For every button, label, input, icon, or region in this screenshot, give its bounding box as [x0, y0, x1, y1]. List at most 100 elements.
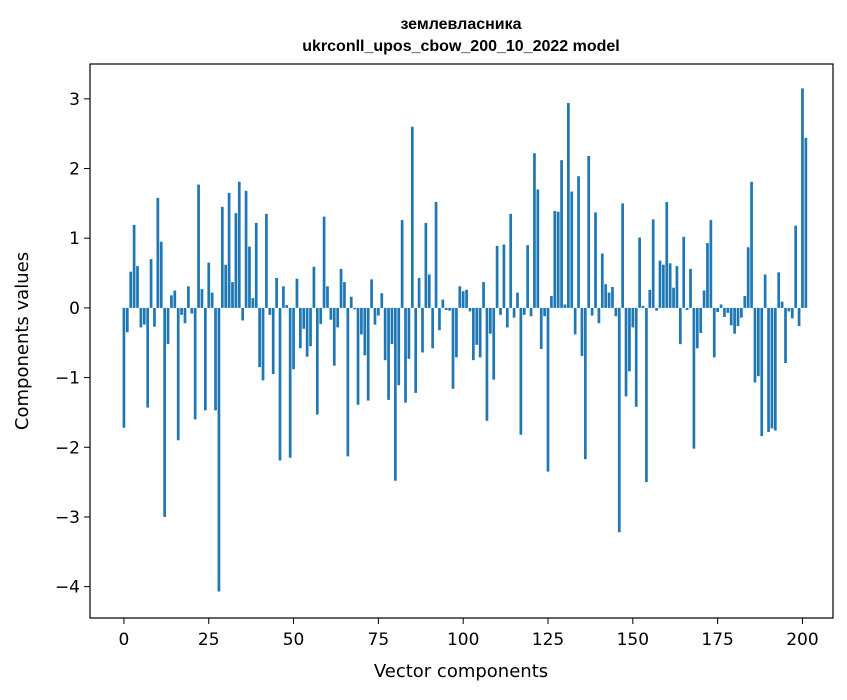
y-tick-label: −2 [55, 438, 80, 458]
bar-component-144 [611, 286, 614, 308]
bar-component-185 [750, 181, 753, 308]
bar-component-10 [156, 197, 160, 308]
bar-component-62 [332, 307, 336, 366]
bar-component-32 [231, 282, 234, 308]
bar-component-194 [780, 301, 784, 308]
bar-component-155 [648, 289, 652, 308]
bar-component-29 [220, 206, 224, 308]
bar-component-86 [414, 307, 418, 393]
bar-component-180 [733, 307, 736, 334]
bar-component-111 [499, 307, 502, 315]
bar-component-58 [319, 307, 323, 324]
bar-component-176 [719, 304, 723, 308]
bar-component-161 [668, 263, 672, 308]
bar-component-23 [200, 289, 204, 308]
bar-component-153 [641, 305, 645, 308]
bar-component-84 [407, 307, 411, 359]
bar-component-68 [353, 307, 356, 310]
bar-component-174 [712, 307, 716, 358]
bar-component-52 [298, 307, 302, 349]
bar-component-40 [258, 307, 261, 368]
bar-component-195 [784, 307, 787, 363]
bar-component-101 [465, 289, 468, 308]
bar-component-78 [387, 307, 390, 400]
bar-component-8 [149, 259, 153, 308]
y-tick-label: −1 [55, 369, 80, 389]
bar-component-135 [580, 307, 584, 356]
bar-component-128 [556, 211, 560, 308]
y-tick-label: −4 [55, 578, 80, 598]
bar-component-192 [773, 307, 777, 431]
bar-component-104 [475, 307, 479, 345]
bar-component-0 [122, 307, 126, 428]
bar-component-160 [665, 201, 669, 308]
bar-component-110 [495, 245, 499, 308]
bar-component-114 [509, 213, 513, 308]
bar-component-129 [560, 160, 563, 308]
bar-component-72 [366, 307, 370, 401]
bar-component-6 [142, 307, 146, 325]
bar-component-76 [380, 293, 384, 308]
x-tick-label: 200 [786, 630, 818, 650]
bar-component-105 [478, 307, 482, 358]
bar-component-45 [275, 277, 278, 308]
bar-component-187 [757, 307, 760, 377]
bar-component-151 [634, 307, 638, 407]
bar-component-15 [173, 290, 177, 308]
bar-component-75 [377, 307, 380, 316]
bar-component-53 [302, 307, 306, 329]
y-axis-label: Components values [12, 252, 33, 430]
bar-component-136 [583, 307, 587, 460]
bar-component-137 [587, 155, 591, 308]
x-tick-label: 50 [283, 630, 305, 650]
bar-component-9 [153, 307, 156, 327]
bar-component-25 [207, 262, 211, 308]
x-axis-label: Vector components [374, 661, 548, 682]
bar-component-63 [336, 307, 340, 328]
bar-component-66 [346, 307, 350, 457]
bar-component-152 [638, 237, 641, 308]
bar-component-55 [309, 307, 312, 347]
bar-component-120 [529, 307, 533, 317]
bar-component-139 [594, 212, 597, 308]
bar-component-54 [305, 307, 309, 357]
bar-component-125 [546, 307, 550, 472]
bar-component-143 [607, 292, 611, 308]
bar-component-56 [312, 266, 316, 308]
bar-component-99 [458, 286, 462, 308]
bar-component-80 [393, 307, 397, 481]
bar-component-31 [227, 192, 231, 308]
bar-component-147 [621, 203, 625, 308]
x-tick-label: 150 [617, 630, 649, 650]
bar-component-24 [203, 307, 207, 411]
bar-component-3 [132, 224, 136, 308]
bar-component-85 [410, 126, 414, 308]
bar-component-17 [180, 307, 183, 315]
bar-component-159 [662, 264, 665, 308]
bar-component-123 [539, 307, 543, 350]
bar-component-157 [655, 307, 658, 311]
bar-component-22 [197, 184, 200, 308]
bar-component-1 [125, 307, 129, 333]
bar-component-167 [689, 268, 692, 308]
bar-component-95 [444, 307, 448, 310]
bar-component-126 [550, 296, 553, 308]
bar-component-7 [146, 307, 150, 408]
bar-component-108 [488, 307, 492, 334]
ticks-layer: 0 25 50 75 100 125 150 175 200 −4 −3 −2 −1 0 1 2 3 [55, 90, 819, 650]
x-tick-label: 100 [447, 630, 479, 650]
bar-component-37 [248, 246, 251, 308]
bar-component-113 [505, 307, 509, 328]
x-tick-label: 125 [532, 630, 564, 650]
bar-component-97 [451, 307, 455, 389]
bar-component-94 [441, 299, 445, 308]
y-tick-label: 2 [69, 160, 80, 180]
bar-component-193 [777, 272, 781, 308]
chart-subtitle: ukrconll_upos_cbow_200_10_2022 model [302, 38, 619, 55]
bar-component-41 [261, 307, 265, 381]
bar-component-18 [183, 307, 187, 324]
bar-component-38 [251, 298, 255, 308]
bar-component-79 [390, 307, 394, 345]
bar-component-28 [217, 307, 221, 592]
